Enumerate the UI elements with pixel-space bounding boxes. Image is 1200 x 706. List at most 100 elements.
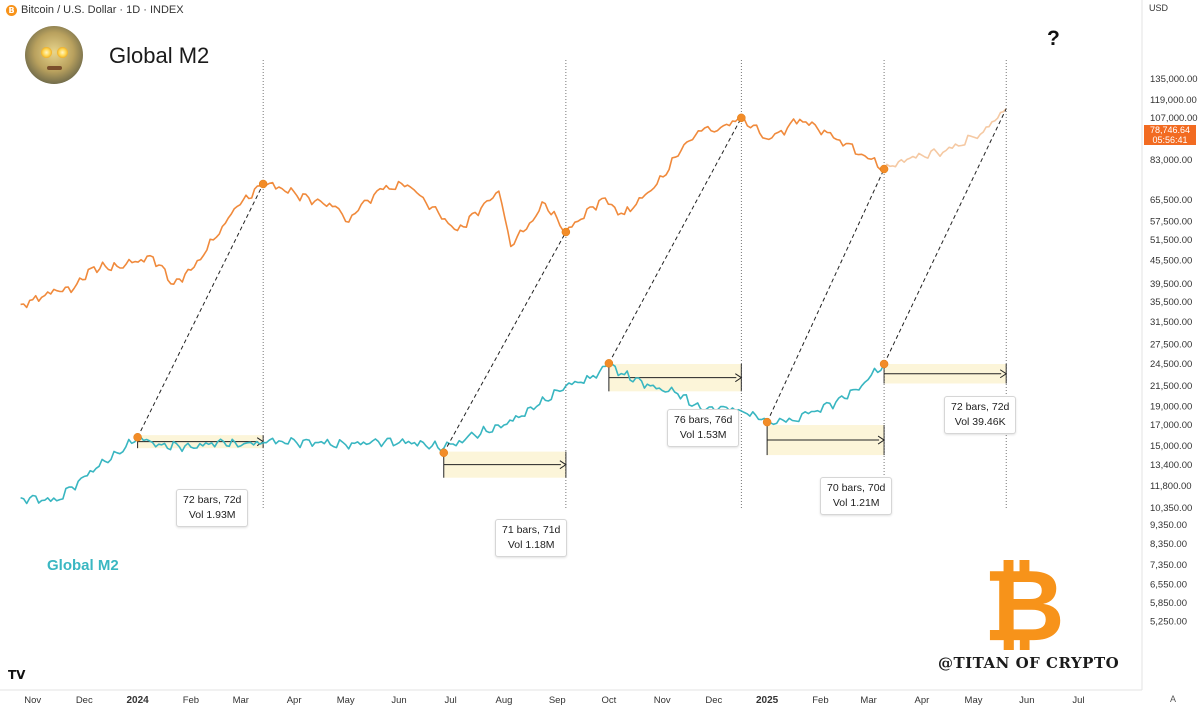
range-arrow-head xyxy=(999,369,1008,379)
annotation-volume: Vol 1.53M xyxy=(679,429,727,441)
price-tick-label: 10,350.00 xyxy=(1150,503,1192,514)
price-tick-label: 51,500.00 xyxy=(1150,235,1192,246)
pivot-marker xyxy=(133,433,142,442)
auto-scale-button[interactable]: A xyxy=(1170,694,1177,704)
annotation-bars: 72 bars, 72d xyxy=(951,401,1010,413)
time-tick-label: 2024 xyxy=(126,695,149,706)
time-tick-label: Oct xyxy=(601,695,616,706)
pivot-marker xyxy=(439,448,449,458)
price-tick-label: 57,500.00 xyxy=(1150,217,1192,228)
price-tick-label: 19,000.00 xyxy=(1150,401,1192,412)
range-annotation: 71 bars, 71d Vol 1.18M xyxy=(495,519,568,557)
tradingview-logo-icon[interactable]: TV xyxy=(8,668,26,682)
symbol-header[interactable]: B Bitcoin / U.S. Dollar · 1D · INDEX xyxy=(6,2,184,18)
price-tick-label: 45,500.00 xyxy=(1150,256,1192,267)
pivot-marker xyxy=(561,227,571,237)
currency-label[interactable]: USD xyxy=(1149,3,1169,13)
range-annotation: 72 bars, 72d Vol 1.93M xyxy=(176,489,249,527)
price-tick-label: 13,400.00 xyxy=(1150,460,1192,471)
time-tick-label: Dec xyxy=(705,695,722,706)
range-annotation: 70 bars, 70d Vol 1.21M xyxy=(820,477,893,515)
time-tick-label: 2025 xyxy=(756,695,779,706)
time-tick-label: Mar xyxy=(233,695,249,706)
annotation-bars: 71 bars, 71d xyxy=(502,524,561,536)
price-tick-label: 8,350.00 xyxy=(1150,539,1187,550)
price-tick-label: 65,500.00 xyxy=(1150,195,1192,206)
pivot-marker xyxy=(762,417,772,427)
time-tick-label: Sep xyxy=(549,695,566,706)
pivot-marker xyxy=(737,113,746,123)
pivot-marker xyxy=(879,164,889,174)
bitcoin-symbol-icon: B xyxy=(6,4,17,16)
price-tick-label: 17,000.00 xyxy=(1150,420,1192,431)
annotation-bars: 72 bars, 72d xyxy=(183,494,242,506)
range-arrow-head xyxy=(877,435,885,445)
range-annotation: 72 bars, 72d Vol 39.46K xyxy=(944,396,1017,434)
pivot-marker xyxy=(879,359,889,369)
dashed-link-line xyxy=(883,108,1007,365)
price-tick-label: 21,500.00 xyxy=(1150,381,1192,392)
dashed-link-line xyxy=(766,168,885,423)
chart-title: Global M2 xyxy=(109,43,210,68)
price-tick-label: 15,000.00 xyxy=(1150,441,1192,452)
price-tick-label: 5,250.00 xyxy=(1150,616,1187,627)
price-tick-label: 7,350.00 xyxy=(1150,560,1187,571)
time-tick-label: Aug xyxy=(496,695,513,706)
time-tick-label: Mar xyxy=(860,695,876,706)
annotation-bars: 70 bars, 70d xyxy=(827,482,886,494)
series-line xyxy=(20,362,885,505)
price-tick-label: 31,500.00 xyxy=(1150,317,1192,328)
time-tick-label: Nov xyxy=(24,695,41,706)
series-line xyxy=(20,117,885,309)
range-arrow-head xyxy=(735,373,743,383)
annotation-bars: 76 bars, 76d xyxy=(674,414,733,426)
price-tick-label: 11,800.00 xyxy=(1150,481,1192,492)
time-tick-label: May xyxy=(337,695,355,706)
last-price-badge: 78,746.64 05:56:41 xyxy=(1144,125,1196,145)
time-tick-label: Jul xyxy=(1072,695,1084,706)
time-tick-label: Apr xyxy=(287,695,302,706)
bar-countdown: 05:56:41 xyxy=(1152,135,1188,145)
price-tick-label: 135,000.00 xyxy=(1150,74,1198,85)
author-avatar xyxy=(25,26,83,84)
annotation-volume: Vol 1.18M xyxy=(507,539,555,551)
annotation-volume: Vol 39.46K xyxy=(954,416,1006,428)
time-tick-label: Feb xyxy=(812,695,828,706)
bitcoin-logo-glyph: ₿ xyxy=(983,550,1065,650)
symbol-title: Bitcoin / U.S. Dollar · 1D · INDEX xyxy=(21,4,184,16)
annotation-volume: Vol 1.21M xyxy=(832,497,880,509)
time-tick-label: Jun xyxy=(391,695,406,706)
series-line xyxy=(883,108,1007,170)
dashed-link-line xyxy=(137,183,264,438)
time-tick-label: Dec xyxy=(76,695,93,706)
global-m2-label: Global M2 xyxy=(47,557,119,574)
time-tick-label: May xyxy=(965,695,983,706)
time-tick-label: Apr xyxy=(915,695,930,706)
time-tick-label: Jun xyxy=(1019,695,1034,706)
price-tick-label: 107,000.00 xyxy=(1150,113,1198,124)
pivot-marker xyxy=(604,359,614,368)
price-tick-label: 6,550.00 xyxy=(1150,579,1187,590)
price-tick-label: 119,000.00 xyxy=(1150,95,1197,106)
price-tick-label: 39,500.00 xyxy=(1150,279,1192,290)
price-tick-label: 27,500.00 xyxy=(1150,340,1192,351)
dashed-link-line xyxy=(608,117,742,364)
price-tick-label: 9,350.00 xyxy=(1150,520,1187,531)
bitcoin-logo-icon: ₿ xyxy=(983,550,1065,650)
price-tick-label: 24,500.00 xyxy=(1150,359,1192,370)
watermark: @TITAN OF CRYPTO xyxy=(938,654,1120,672)
range-arrow-head xyxy=(559,460,567,470)
pivot-marker xyxy=(258,179,268,189)
question-mark: ? xyxy=(1047,27,1060,50)
dashed-link-line xyxy=(443,231,567,453)
annotation-volume: Vol 1.93M xyxy=(188,509,236,521)
price-tick-label: 5,850.00 xyxy=(1150,598,1187,609)
time-tick-label: Feb xyxy=(183,695,199,706)
price-tick-label: 35,500.00 xyxy=(1150,297,1192,308)
time-tick-label: Nov xyxy=(654,695,671,706)
time-tick-label: Jul xyxy=(445,695,457,706)
range-annotation: 76 bars, 76d Vol 1.53M xyxy=(667,409,740,447)
price-tick-label: 83,000.00 xyxy=(1150,155,1192,166)
last-price-value: 78,746.64 xyxy=(1149,125,1191,135)
